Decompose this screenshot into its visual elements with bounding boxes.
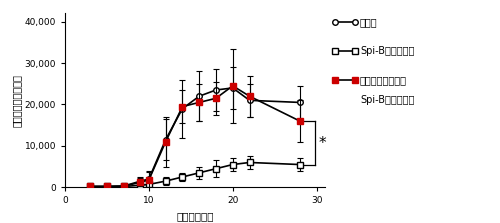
Text: 野生型: 野生型 [360,17,378,27]
Text: 肥満細胞除去した: 肥満細胞除去した [360,75,407,85]
X-axis label: 感染後の日数: 感染後の日数 [176,211,214,221]
Text: *: * [318,136,326,151]
Y-axis label: 線虫感染（虫卵数）: 線虫感染（虫卵数） [12,74,22,127]
Text: Spi-B欠損マウス: Spi-B欠損マウス [360,46,414,56]
Text: Spi-B欠損マウス: Spi-B欠損マウス [360,95,414,105]
